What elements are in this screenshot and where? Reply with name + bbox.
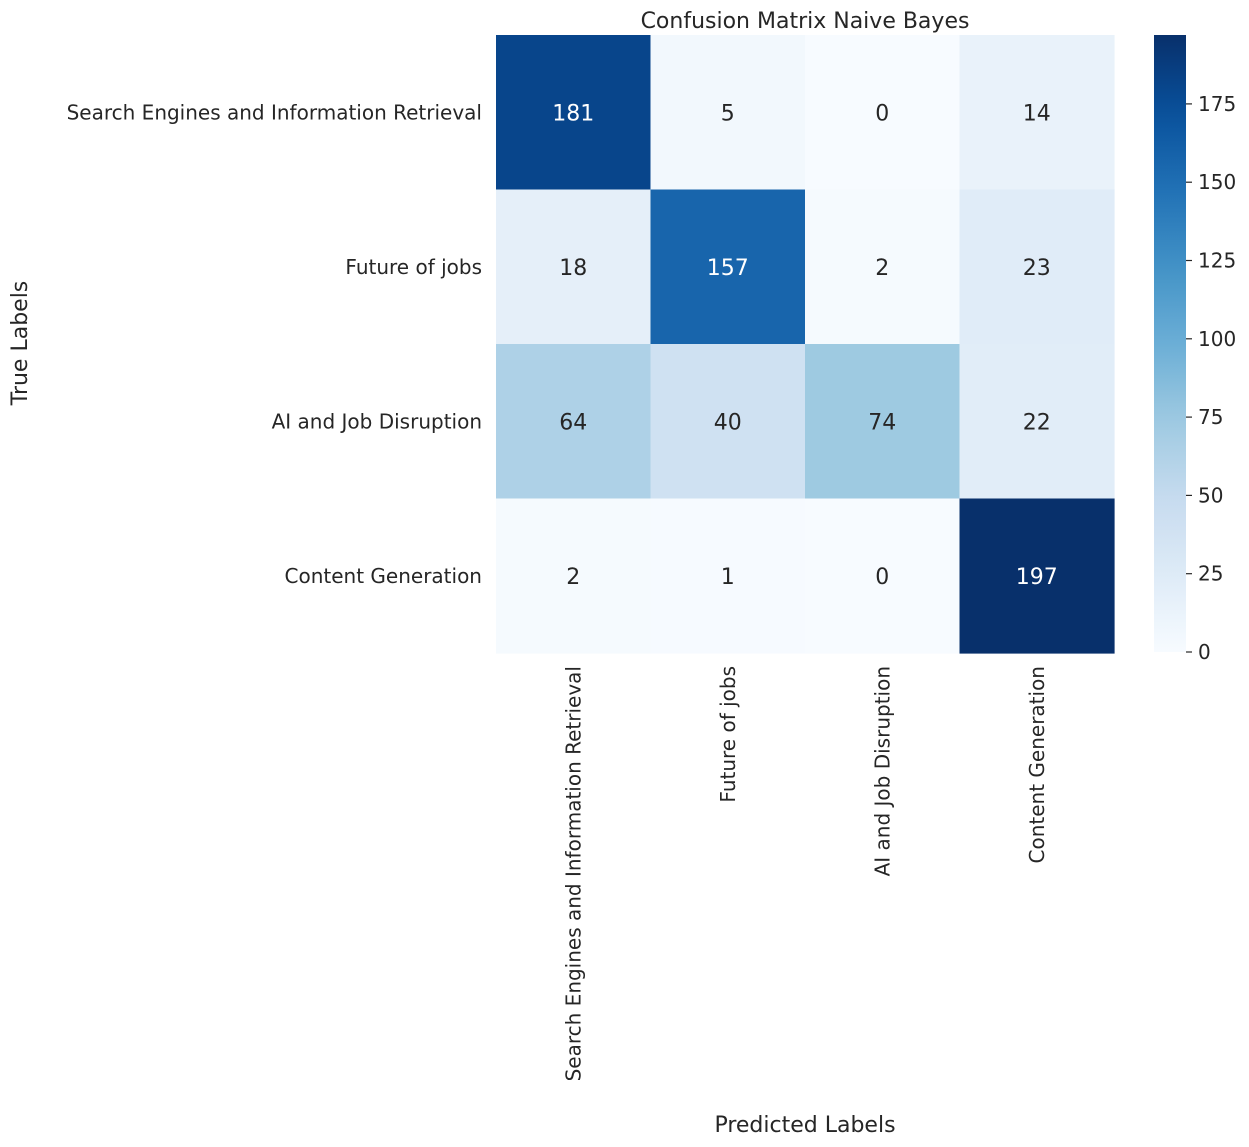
cell-value-label: 181 (552, 101, 594, 126)
heatmap-cell (805, 35, 961, 191)
colorbar-tick-label: 175 (1198, 92, 1236, 116)
heatmap-cell (496, 344, 652, 500)
heatmap-cell (650, 498, 806, 654)
cell-value-label: 197 (1016, 565, 1058, 590)
heatmap-cells (496, 35, 1115, 654)
y-axis-label: True Labels (8, 281, 33, 407)
cell-value-label: 2 (566, 565, 580, 590)
y-tick-labels: Search Engines and Information Retrieval… (67, 100, 482, 588)
x-tick-label-future-of-jobs: Future of jobs (716, 666, 740, 803)
colorbar-tick-label: 150 (1198, 170, 1236, 194)
y-tick-label-ai-and-job-disruption: AI and Job Disruption (272, 409, 482, 433)
x-tick-label-ai-and-job-disruption: AI and Job Disruption (870, 666, 894, 876)
cell-value-label: 40 (714, 410, 742, 435)
colorbar-tick-label: 25 (1198, 562, 1223, 586)
cell-value-label: 23 (1023, 256, 1051, 281)
heatmap-cell (496, 498, 652, 654)
heatmap-cell (959, 498, 1115, 654)
colorbar-tick-label: 50 (1198, 483, 1223, 507)
heatmap-cell (805, 498, 961, 654)
cell-value-label: 74 (868, 410, 896, 435)
heatmap-cell (650, 35, 806, 191)
cell-value-label: 5 (721, 101, 735, 126)
cell-value-label: 0 (875, 565, 889, 590)
heatmap-cell (959, 344, 1115, 500)
heatmap-cell (959, 35, 1115, 191)
cell-value-label: 2 (875, 256, 889, 281)
heatmap-cell (805, 189, 961, 345)
colorbar (1154, 35, 1186, 652)
colorbar-ticks: 0 25 50 75 100 125 150 175 (1186, 92, 1236, 664)
cell-value-label: 14 (1023, 101, 1051, 126)
x-tick-label-search-engines-and-information-retrieval: Search Engines and Information Retrieval (561, 666, 585, 1081)
chart-title: Confusion Matrix Naive Bayes (641, 9, 970, 34)
cell-value-label: 18 (559, 256, 587, 281)
x-tick-label-content-generation: Content Generation (1025, 666, 1049, 863)
cell-value-label: 157 (707, 256, 749, 281)
y-tick-label-future-of-jobs: Future of jobs (345, 255, 482, 279)
heatmap-cell (496, 189, 652, 345)
colorbar-tick-label: 75 (1198, 405, 1223, 429)
colorbar-tick-label: 100 (1198, 327, 1236, 351)
heatmap-cell (650, 344, 806, 500)
colorbar-tick-label: 0 (1198, 640, 1211, 664)
heatmap-cell (496, 35, 652, 191)
cell-value-label: 0 (875, 101, 889, 126)
colorbar-tick-label: 125 (1198, 249, 1236, 273)
y-tick-label-search-engines-and-information-retrieval: Search Engines and Information Retrieval (67, 100, 482, 124)
cell-value-label: 22 (1023, 410, 1051, 435)
heatmap-cell (805, 344, 961, 500)
x-axis-label: Predicted Labels (714, 1113, 895, 1138)
heatmap-cell (650, 189, 806, 345)
x-tick-labels: Search Engines and Information Retrieval… (561, 666, 1049, 1081)
y-tick-label-content-generation: Content Generation (285, 564, 482, 588)
cell-value-label: 1 (721, 565, 735, 590)
cell-value-label: 64 (559, 410, 587, 435)
heatmap-cell (959, 189, 1115, 345)
